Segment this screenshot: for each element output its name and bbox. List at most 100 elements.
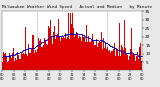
Point (51, 35, 53, 37)
Point (25, 49, 28, 50)
Point (41, 42, 43, 43)
Point (64, 34, 67, 35)
Point (11, 54, 13, 56)
Point (42, 40, 45, 41)
Point (105, 42, 108, 43)
Point (17, 52, 20, 54)
Point (49, 36, 51, 37)
Point (20, 51, 22, 53)
Point (118, 49, 120, 51)
Point (103, 41, 106, 42)
Point (30, 48, 32, 49)
Point (139, 55, 142, 57)
Point (33, 47, 35, 49)
Point (25, 48, 28, 50)
Point (106, 42, 109, 44)
Point (69, 33, 71, 35)
Point (128, 52, 131, 53)
Point (76, 33, 79, 34)
Point (140, 56, 142, 57)
Point (77, 33, 80, 34)
Point (103, 40, 105, 42)
Point (131, 52, 134, 54)
Point (130, 52, 132, 53)
Point (84, 36, 87, 38)
Point (95, 39, 97, 41)
Point (2, 56, 5, 57)
Point (63, 35, 65, 36)
Point (88, 38, 91, 39)
Point (24, 49, 27, 50)
Point (27, 48, 29, 49)
Point (126, 52, 129, 54)
Point (106, 43, 109, 44)
Point (80, 34, 82, 35)
Point (9, 55, 12, 56)
Point (112, 47, 115, 48)
Point (104, 42, 107, 43)
Point (40, 42, 43, 43)
Point (27, 48, 30, 49)
Point (3, 56, 5, 57)
Point (89, 38, 92, 39)
Point (21, 50, 23, 52)
Point (39, 43, 41, 44)
Point (53, 34, 56, 36)
Point (30, 48, 33, 49)
Point (7, 56, 9, 57)
Point (28, 47, 31, 49)
Point (89, 38, 92, 39)
Point (36, 44, 39, 46)
Point (132, 53, 134, 54)
Point (66, 34, 68, 35)
Point (60, 35, 62, 36)
Point (43, 40, 45, 41)
Point (36, 45, 39, 46)
Point (8, 55, 10, 56)
Point (60, 35, 62, 37)
Point (75, 33, 78, 34)
Point (135, 54, 137, 55)
Point (104, 41, 106, 42)
Point (18, 52, 20, 53)
Point (127, 53, 130, 54)
Point (64, 34, 67, 35)
Point (14, 54, 17, 55)
Point (109, 45, 112, 46)
Point (68, 33, 71, 34)
Point (120, 51, 123, 52)
Point (80, 34, 83, 35)
Point (21, 50, 24, 52)
Point (47, 37, 50, 39)
Point (109, 45, 111, 46)
Point (101, 40, 103, 41)
Point (33, 47, 36, 48)
Point (74, 33, 76, 34)
Point (72, 33, 75, 35)
Point (79, 33, 82, 35)
Point (70, 33, 72, 34)
Point (46, 38, 49, 40)
Point (40, 42, 42, 44)
Point (54, 34, 57, 36)
Point (11, 54, 13, 56)
Point (100, 39, 102, 41)
Point (57, 35, 59, 36)
Point (113, 47, 116, 48)
Point (90, 38, 92, 40)
Point (26, 48, 29, 50)
Point (93, 39, 95, 40)
Point (32, 47, 34, 49)
Point (63, 34, 66, 35)
Point (2, 56, 4, 57)
Point (119, 50, 121, 51)
Point (24, 48, 26, 50)
Point (16, 53, 18, 54)
Point (60, 35, 63, 36)
Point (72, 33, 74, 35)
Point (1, 56, 4, 57)
Point (96, 39, 98, 41)
Point (46, 38, 48, 40)
Point (129, 52, 132, 53)
Point (84, 36, 87, 37)
